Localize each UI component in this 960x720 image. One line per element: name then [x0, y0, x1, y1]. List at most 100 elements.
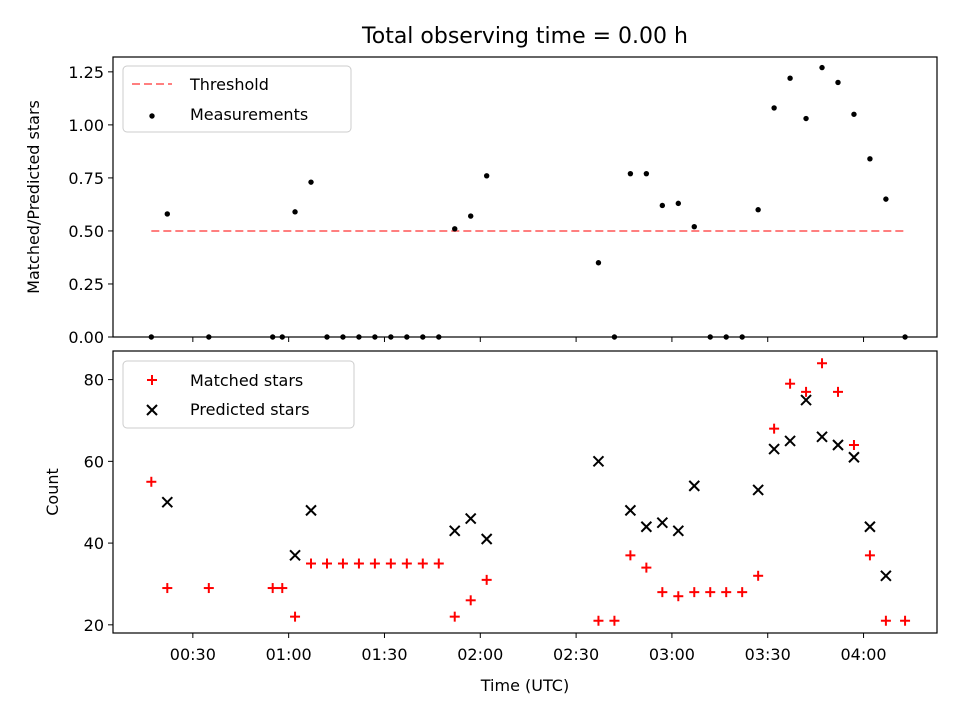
measurement-point — [452, 226, 458, 232]
cross-b — [688, 480, 700, 492]
predicted-star-marker — [800, 394, 812, 406]
predicted-star-marker — [449, 525, 461, 537]
measurement-point — [835, 79, 841, 86]
matched-star-marker — [721, 587, 732, 598]
measurement-point — [483, 173, 490, 179]
x-tick-label: 03:30 — [745, 645, 791, 664]
legend: Matched stars Predicted stars — [122, 360, 355, 429]
matched-star-marker — [267, 583, 278, 594]
measurement-point — [787, 75, 793, 81]
predicted-star-marker — [832, 439, 844, 451]
count-panel: 20 40 60 80 00:30 01:00 01:30 02:00 02:30 03:00 03… — [43, 350, 938, 695]
cross-b — [592, 455, 605, 468]
measurement-point — [691, 223, 697, 230]
cross-b — [305, 504, 317, 517]
cross-b — [768, 443, 780, 455]
plot-frame — [112, 56, 938, 338]
measurement-point — [883, 196, 889, 202]
matched-star-marker — [705, 587, 716, 598]
legend: Threshold Measurements — [122, 65, 352, 133]
cross-b — [816, 431, 828, 443]
x-tick-label: 02:30 — [553, 645, 599, 664]
cross-b — [880, 570, 892, 582]
y-tick-label: 80 — [84, 371, 104, 390]
measurement-point — [851, 111, 857, 117]
matched-star-marker — [353, 558, 364, 569]
matched-star-marker — [689, 587, 700, 598]
predicted-star-marker — [480, 533, 493, 545]
legend-matched-label: Matched stars — [190, 371, 303, 390]
predicted-star-marker — [880, 570, 892, 582]
predicted-star-marker — [816, 431, 828, 443]
measurement-point — [755, 207, 761, 213]
predicted-star-marker — [672, 525, 685, 537]
cross-b — [784, 435, 796, 447]
legend-measurement-label: Measurements — [190, 105, 308, 124]
measurement-point — [292, 209, 298, 215]
matched-star-marker — [449, 611, 460, 622]
x-tick-label: 02:00 — [457, 645, 503, 664]
predicted-star-marker — [592, 455, 605, 468]
measurement-point — [659, 202, 666, 209]
matched-star-marker — [864, 550, 875, 561]
predicted-star-marker — [688, 480, 700, 492]
legend-threshold-label: Threshold — [189, 75, 269, 94]
measurement-point — [643, 170, 650, 177]
matched-star-marker — [162, 583, 173, 594]
matched-star-marker — [203, 583, 214, 594]
measurement-point — [468, 213, 474, 219]
matched-star-marker — [433, 558, 444, 569]
matched-star-marker — [817, 358, 828, 369]
cross-b — [640, 521, 653, 533]
y-tick-label: 60 — [84, 452, 104, 471]
matched-star-marker — [593, 615, 604, 626]
legend-box — [122, 65, 352, 133]
matched-star-marker — [641, 562, 652, 573]
y-tick-label: 40 — [84, 534, 104, 553]
matched-star-marker — [277, 583, 288, 594]
measurement-point — [819, 64, 825, 71]
y-tick-label: 0.75 — [68, 169, 104, 188]
matched-star-marker — [306, 558, 317, 569]
predicted-star-marker — [464, 512, 477, 525]
matched-star-marker — [465, 595, 476, 606]
x-tick-label: 01:00 — [266, 645, 312, 664]
measurement-point — [803, 115, 809, 122]
x-tick-label: 01:30 — [361, 645, 407, 664]
predicted-star-marker — [624, 504, 637, 517]
matched-star-marker — [321, 558, 332, 569]
cross-b — [624, 504, 637, 517]
predicted-star-marker — [289, 549, 301, 562]
matched-star-marker — [147, 375, 157, 385]
measurement-point — [164, 211, 170, 217]
x-tick-label: 03:00 — [649, 645, 695, 664]
matched-star-marker — [753, 570, 764, 581]
y-tick-label: 1.00 — [68, 116, 104, 135]
cross-b — [656, 516, 669, 529]
matched-star-marker — [900, 615, 911, 626]
measurement-point — [627, 170, 634, 177]
matched-star-marker — [385, 558, 396, 569]
cross-b — [464, 512, 477, 525]
matched-star-marker — [785, 378, 796, 389]
predicted-star-marker — [640, 521, 653, 533]
matched-star-marker — [880, 615, 891, 626]
plot-frame — [112, 350, 938, 634]
x-tick-label: 00:30 — [170, 645, 216, 664]
y-axis-label: Matched/Predicted stars — [24, 100, 43, 294]
chart-title: Total observing time = 0.00 h — [361, 24, 688, 49]
predicted-star-marker — [864, 521, 876, 533]
ratio-panel: 0.00 0.25 0.50 0.75 1.00 1.25 Matched/Predicte… — [24, 56, 938, 347]
predicted-star-marker — [784, 435, 796, 447]
matched-star-marker — [337, 558, 348, 569]
matched-star-marker — [769, 423, 780, 434]
matched-star-marker — [673, 591, 684, 602]
x-axis-label: Time (UTC) — [480, 676, 569, 695]
matched-star-marker — [657, 587, 668, 598]
cross-b — [752, 484, 764, 496]
measurement-point — [771, 105, 777, 111]
legend-box — [122, 360, 355, 429]
cross-b — [832, 439, 844, 451]
legend-predicted-label: Predicted stars — [190, 400, 310, 419]
matched-star-marker — [401, 558, 412, 569]
